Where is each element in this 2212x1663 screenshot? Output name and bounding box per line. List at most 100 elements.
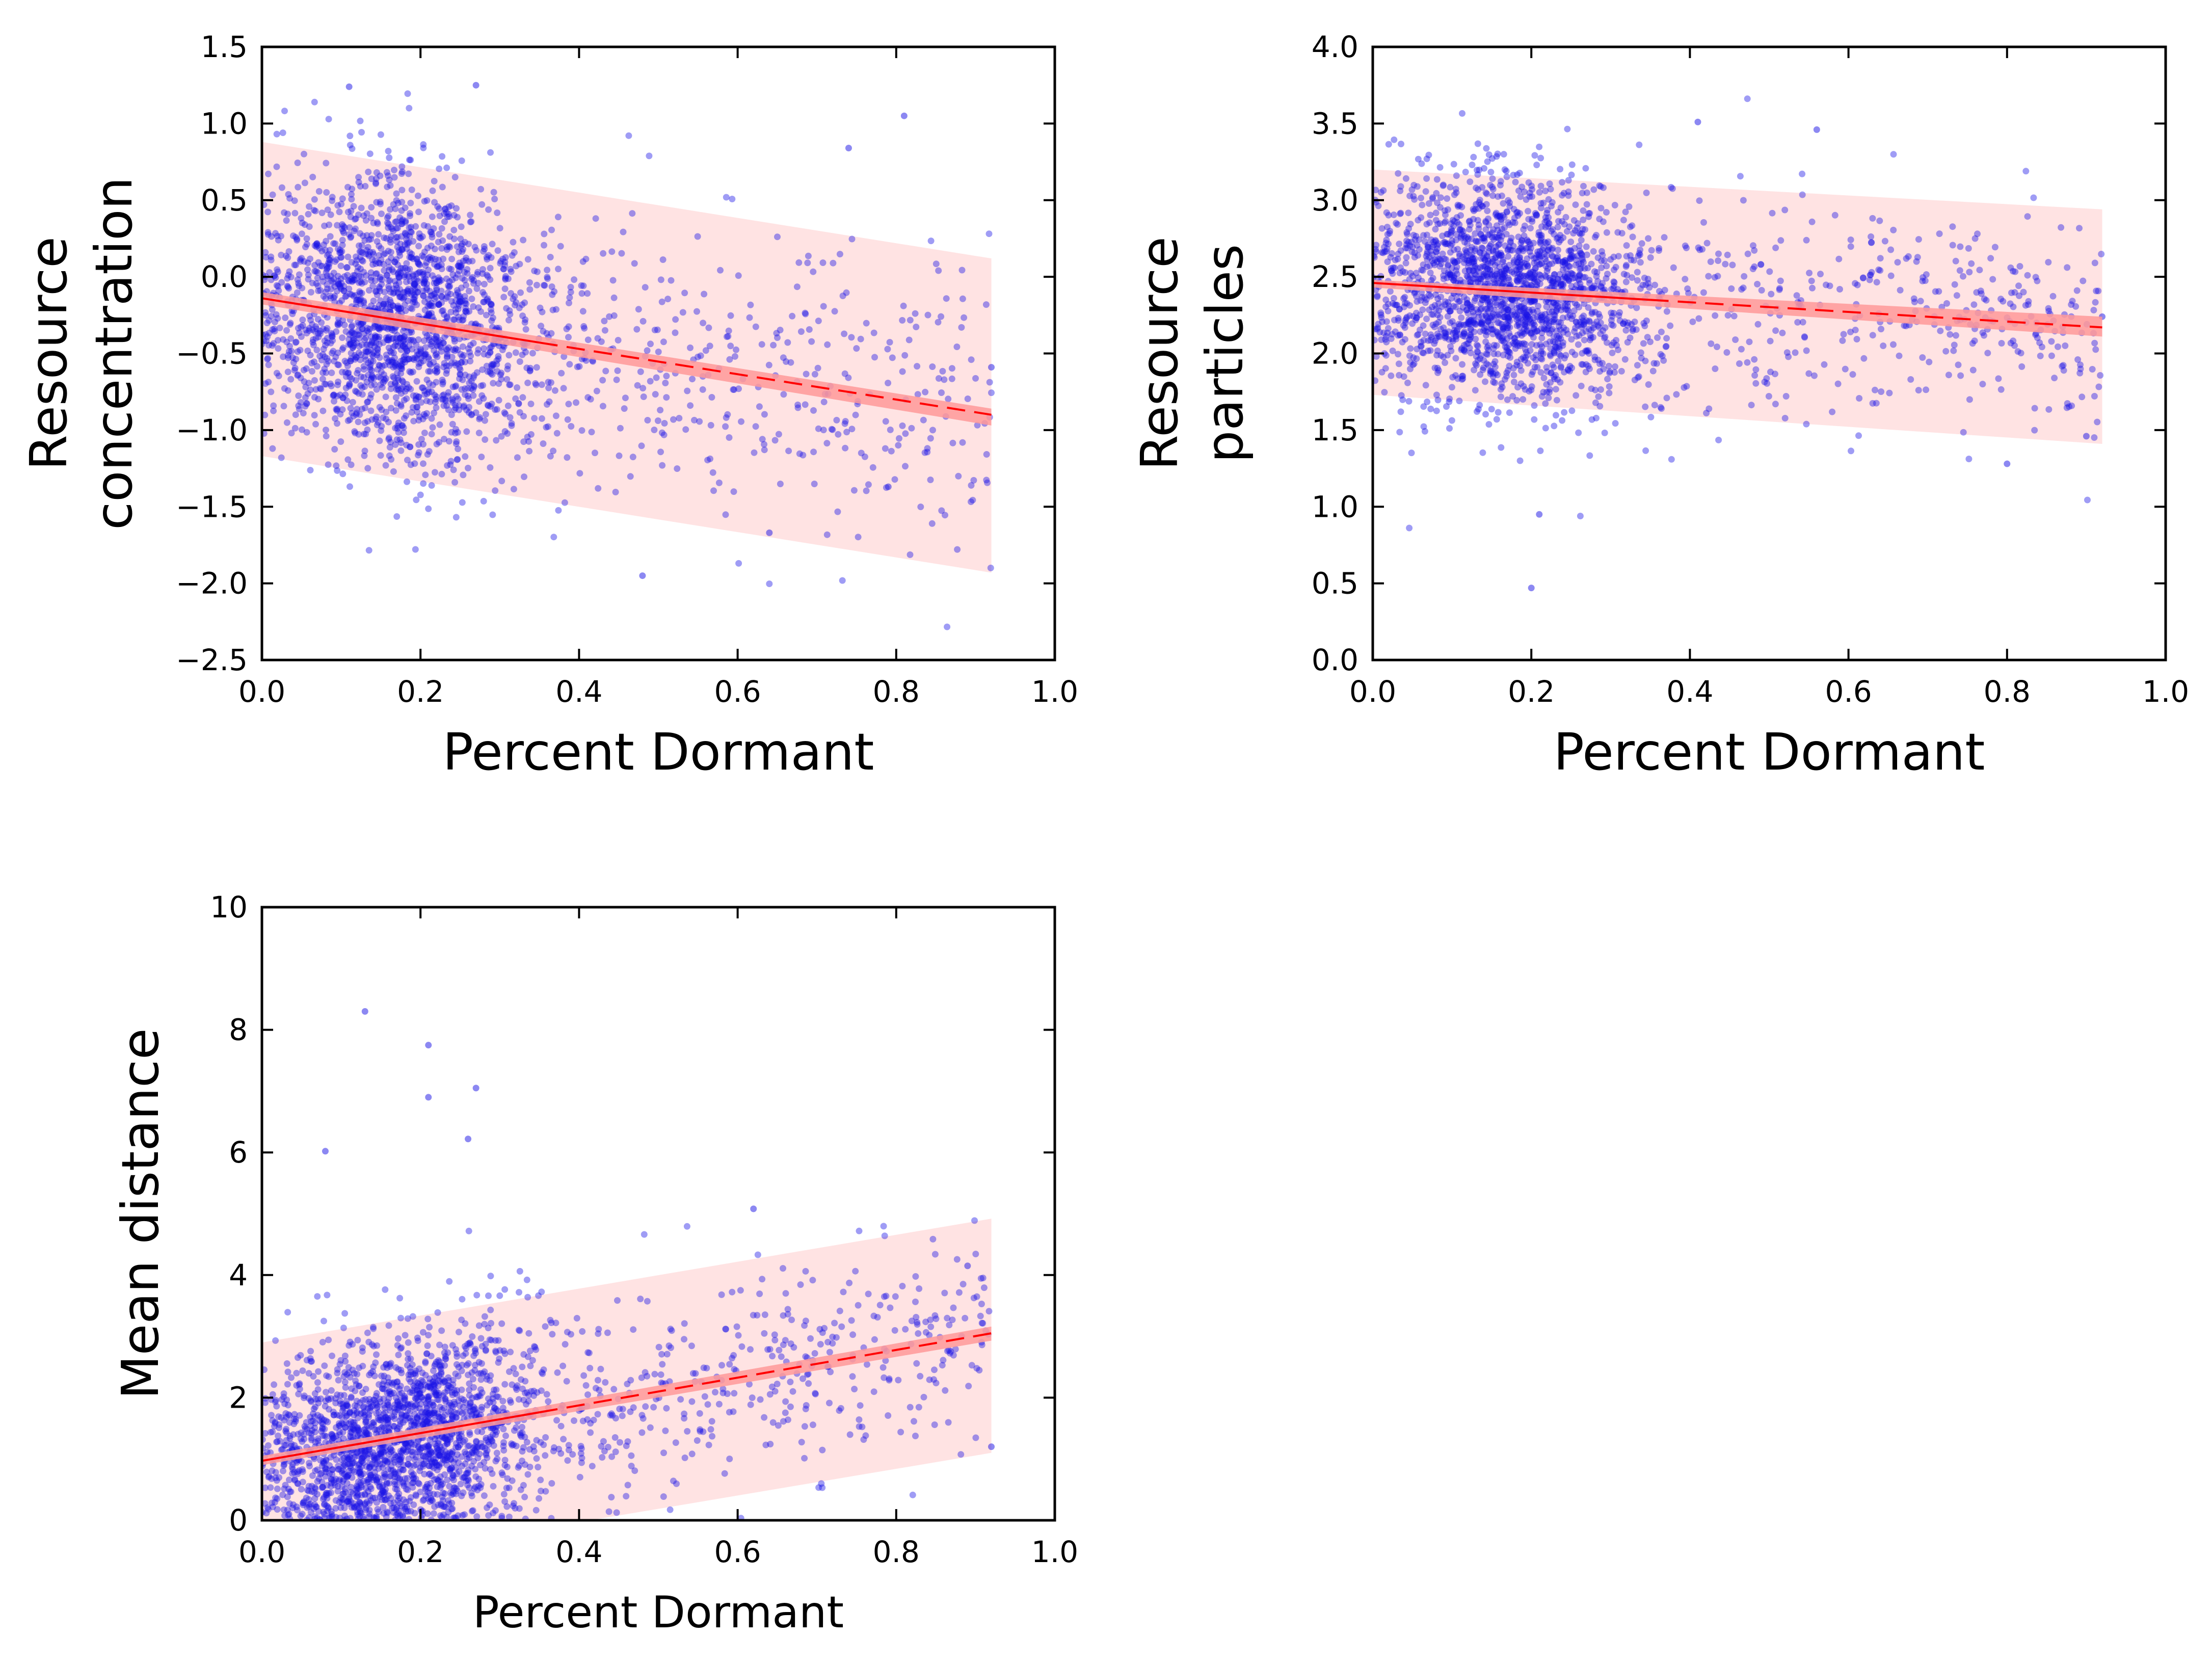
point (1476, 319, 1483, 326)
point (1531, 255, 1537, 262)
point (368, 215, 375, 222)
point (758, 341, 765, 348)
point (1538, 329, 1545, 336)
point (1477, 280, 1484, 287)
point (1633, 304, 1640, 311)
point (362, 356, 369, 363)
point (1498, 219, 1505, 226)
point (407, 304, 414, 311)
point (279, 129, 286, 136)
point (1511, 219, 1518, 226)
point (373, 413, 380, 420)
point (340, 283, 348, 290)
point (1481, 165, 1487, 172)
point (432, 336, 439, 343)
point (361, 383, 368, 390)
point (294, 372, 301, 379)
point (460, 257, 467, 265)
point (841, 370, 848, 377)
point (1497, 212, 1504, 219)
point (483, 362, 490, 369)
point (329, 194, 336, 201)
point (1501, 376, 1508, 383)
point (455, 248, 462, 255)
point (345, 231, 353, 238)
point (1487, 181, 1494, 189)
point (526, 279, 533, 286)
point (1596, 313, 1604, 321)
point (543, 424, 550, 431)
point (1552, 281, 1559, 288)
point (312, 323, 319, 330)
point (1533, 281, 1540, 288)
point (404, 290, 411, 297)
point (428, 300, 435, 307)
point (399, 168, 406, 175)
x-tick-label: 0.2 (397, 674, 444, 709)
point (348, 329, 355, 336)
point (439, 307, 446, 314)
point (1410, 181, 1418, 189)
point (1373, 326, 1379, 333)
point (373, 333, 380, 340)
point (578, 427, 585, 434)
point (1524, 238, 1531, 245)
point (1485, 318, 1492, 325)
point (1447, 343, 1454, 350)
point (431, 295, 438, 302)
point (388, 456, 395, 463)
point (323, 361, 330, 367)
point (455, 360, 462, 367)
point (1571, 227, 1579, 234)
point (1433, 352, 1441, 359)
point (1642, 403, 1649, 410)
point (387, 348, 394, 355)
point (1715, 250, 1722, 257)
point (1374, 324, 1381, 331)
point (360, 212, 367, 219)
point (337, 284, 344, 291)
point (360, 363, 367, 370)
point (473, 369, 481, 376)
point (1491, 254, 1499, 261)
point (1564, 366, 1571, 374)
point (451, 335, 458, 342)
point (1867, 271, 1874, 278)
point (1409, 244, 1416, 251)
point (449, 395, 456, 402)
point (1497, 181, 1504, 189)
point (410, 299, 417, 306)
point (335, 278, 342, 285)
point (1451, 327, 1458, 334)
point (1389, 347, 1396, 354)
point (514, 384, 521, 391)
point (439, 153, 446, 160)
point (1377, 311, 1384, 318)
point (368, 367, 375, 374)
y-tick-label: −1.0 (176, 413, 248, 447)
point (417, 349, 424, 356)
point (1896, 352, 1903, 359)
point (1489, 183, 1496, 191)
point (1494, 227, 1501, 234)
point (472, 82, 479, 89)
point (1554, 276, 1561, 283)
point (1714, 344, 1720, 350)
point (548, 283, 555, 290)
y-axis-label: concentration (84, 177, 144, 530)
point (415, 208, 422, 216)
point (352, 225, 359, 232)
point (405, 336, 412, 344)
point (694, 233, 701, 240)
point (415, 351, 422, 358)
point (417, 347, 424, 354)
point (352, 292, 359, 299)
point (429, 231, 436, 238)
point (1531, 152, 1538, 159)
point (456, 402, 463, 409)
point (1608, 309, 1615, 316)
y-tick-label: 0.5 (1312, 566, 1358, 601)
point (335, 361, 342, 368)
point (1564, 314, 1571, 321)
point (565, 401, 572, 408)
